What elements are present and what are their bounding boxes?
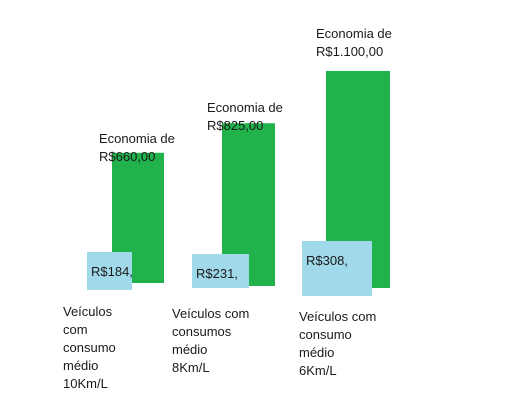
- savings-label-1: Economia de R$660,00: [99, 131, 175, 164]
- category-label-3: Veículos com consumo médio 6Km/L: [299, 309, 376, 378]
- savings-label-2: Economia de R$825,00: [207, 100, 283, 133]
- cost-bar-2: [192, 254, 249, 288]
- cost-bar-3: [302, 241, 372, 296]
- category-label-2: Veículos com consumos médio 8Km/L: [172, 306, 249, 375]
- cost-bar-1: [87, 252, 132, 290]
- cost-label-1: R$184,: [91, 264, 133, 279]
- savings-label-3: Economia de R$1.100,00: [316, 26, 392, 59]
- cost-label-2: R$231,: [196, 266, 238, 281]
- cost-label-3: R$308,: [306, 253, 348, 268]
- category-label-1: Veículos com consumo médio 10Km/L: [63, 304, 116, 391]
